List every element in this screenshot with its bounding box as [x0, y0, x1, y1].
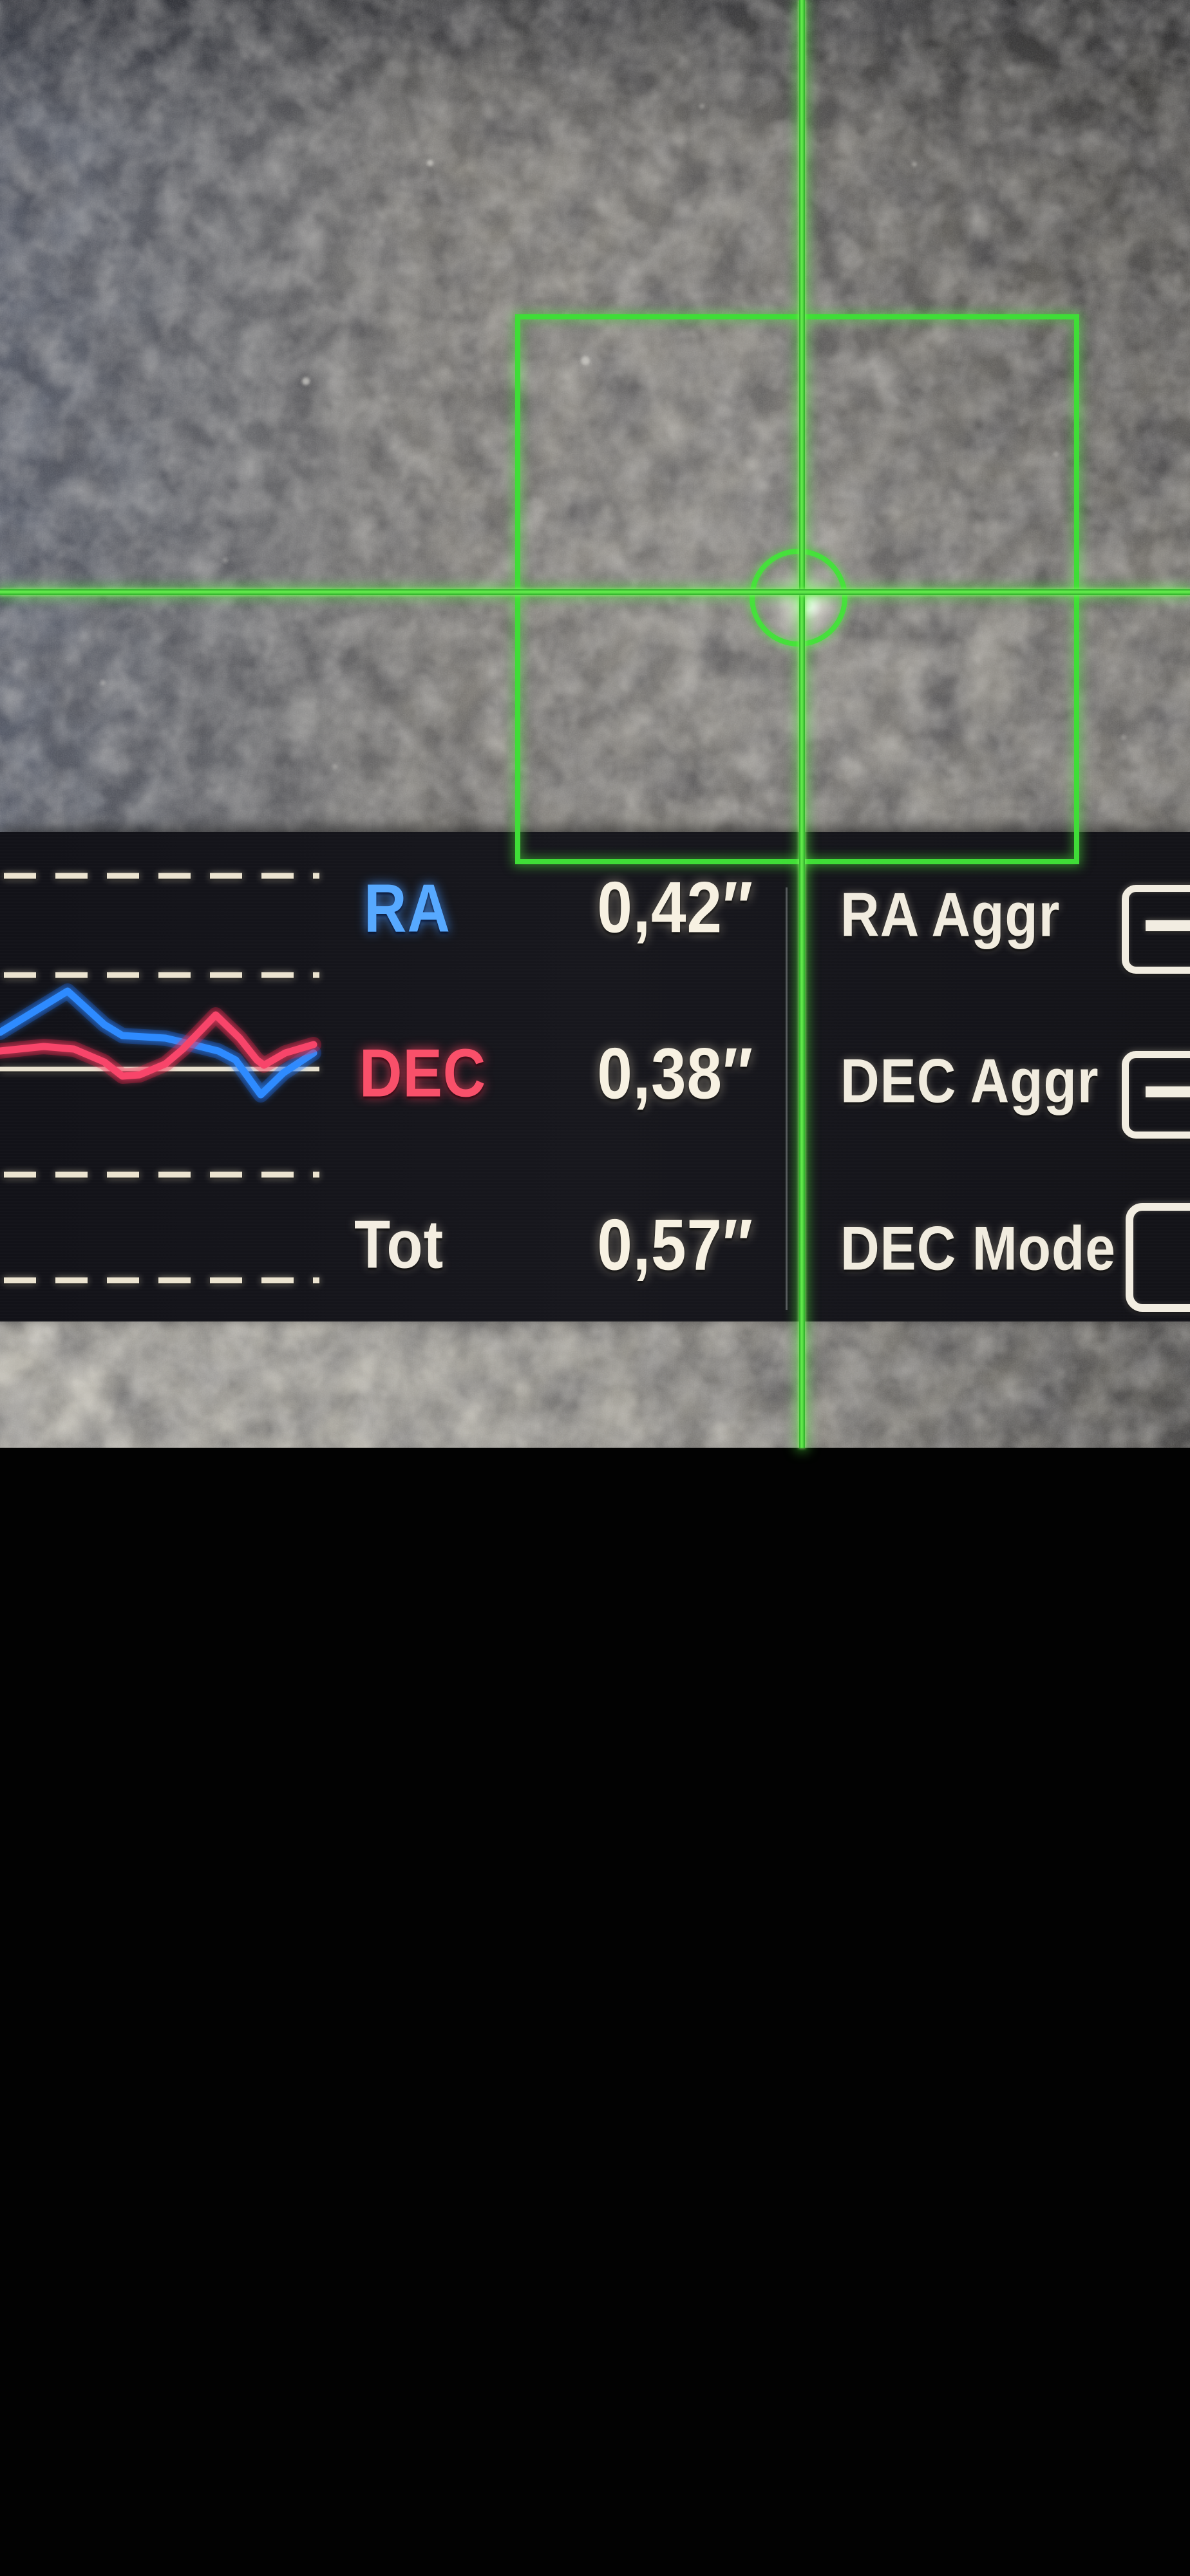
guiding-graph	[0, 873, 321, 1283]
minus-dash-icon	[1146, 920, 1190, 931]
tot-rms-value: 0,57″	[597, 1204, 753, 1285]
dec-mode-toggle-box[interactable]	[1126, 1203, 1190, 1312]
dec-rms-value: 0,38″	[597, 1032, 753, 1114]
panel-divider	[786, 887, 788, 1310]
dec-aggr-value-box[interactable]	[1122, 1051, 1190, 1139]
ra-aggr-value-box[interactable]	[1122, 885, 1190, 974]
dec-label: DEC	[359, 1036, 487, 1112]
faint-stars	[100, 104, 1126, 769]
tot-label: Tot	[354, 1207, 444, 1283]
dec-mode-label: DEC Mode	[840, 1213, 1116, 1283]
ra-label: RA	[364, 871, 451, 947]
screen-scanline-texture	[0, 832, 1190, 1321]
crosshair-horizontal-line	[0, 589, 1190, 595]
crosshair-vertical-line	[799, 0, 805, 1448]
guiding-stats-panel	[0, 832, 1190, 1321]
ra-aggr-label: RA Aggr	[840, 880, 1061, 950]
minus-dash-icon	[1146, 1086, 1190, 1097]
dec-aggr-label: DEC Aggr	[840, 1046, 1099, 1116]
green-target-circle	[750, 549, 847, 647]
ra-rms-value: 0,42″	[597, 866, 753, 948]
